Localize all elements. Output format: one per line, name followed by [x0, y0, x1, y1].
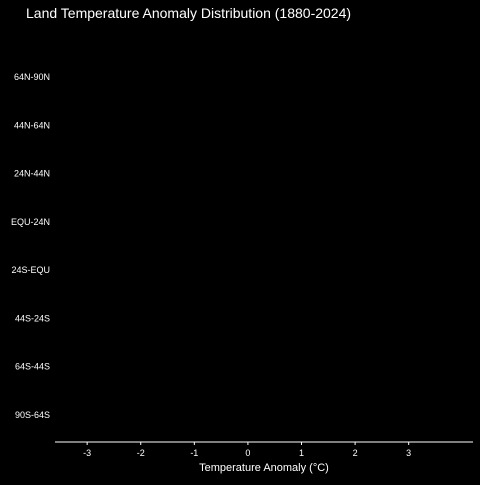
- y-category-label: 64N-90N: [14, 72, 50, 82]
- chart-title: Land Temperature Anomaly Distribution (1…: [26, 5, 351, 21]
- y-category-label: 24S-EQU: [11, 265, 50, 275]
- x-tick-label: 3: [406, 448, 411, 458]
- x-tick-label: 1: [299, 448, 304, 458]
- y-category-label: 24N-44N: [14, 169, 50, 179]
- y-category-label: 44N-64N: [14, 120, 50, 130]
- y-category-label: EQU-24N: [11, 217, 50, 227]
- x-tick-label: 0: [245, 448, 250, 458]
- y-category-label: 64S-44S: [15, 362, 50, 372]
- y-category-label: 90S-64S: [15, 410, 50, 420]
- x-tick-label: -3: [83, 448, 91, 458]
- x-axis-label: Temperature Anomaly (°C): [199, 462, 329, 474]
- x-tick-label: 2: [353, 448, 358, 458]
- x-tick-label: -1: [190, 448, 198, 458]
- y-axis-labels: 64N-90N 44N-64N 24N-44N EQU-24N 24S-EQU 44S-2…: [11, 72, 50, 420]
- y-category-label: 44S-24S: [15, 313, 50, 323]
- x-tick-label: -2: [137, 448, 145, 458]
- x-axis-ticks: -3 -2 -1 0 1 2 3: [83, 442, 411, 458]
